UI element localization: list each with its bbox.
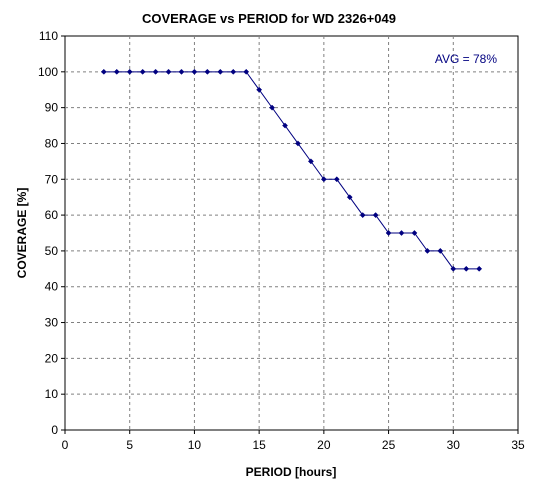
x-tick-label: 20 <box>317 438 331 452</box>
data-point-marker <box>165 68 172 75</box>
data-point-marker <box>139 68 146 75</box>
data-point-marker <box>126 68 133 75</box>
y-tick-label: 20 <box>45 351 59 365</box>
x-tick-label: 30 <box>447 438 461 452</box>
data-point-marker <box>411 230 418 236</box>
y-tick-label: 100 <box>38 65 58 79</box>
data-point-marker <box>282 122 288 129</box>
plot-area <box>64 35 519 431</box>
data-point-marker <box>476 265 483 272</box>
y-tick-label: 80 <box>45 136 59 150</box>
x-tick-label: 0 <box>62 438 69 452</box>
data-point-marker <box>450 265 457 272</box>
data-point-marker <box>463 265 470 272</box>
data-point-marker <box>372 212 379 219</box>
average-annotation: AVG = 78% <box>435 52 497 66</box>
data-point-marker <box>437 247 444 254</box>
x-tick-labels: 0 5 10 15 20 25 30 35 <box>62 438 525 452</box>
data-point-marker <box>424 247 431 254</box>
x-tick-label: 10 <box>188 438 202 452</box>
y-tick-label: 90 <box>45 101 59 115</box>
x-tick-label: 25 <box>382 438 396 452</box>
data-point-marker <box>230 68 237 75</box>
data-point-marker <box>217 68 224 75</box>
chart-title: COVERAGE vs PERIOD for WD 2326+049 <box>142 11 396 26</box>
y-axis-label: COVERAGE [%] <box>15 188 29 279</box>
y-tick-labels: 0 10 20 30 40 50 60 70 80 90 100 110 <box>38 29 58 437</box>
data-point-marker <box>320 176 327 183</box>
data-point-marker <box>256 86 263 93</box>
data-point-marker <box>204 68 211 75</box>
x-tick-label: 5 <box>126 438 133 452</box>
data-point-marker <box>359 212 366 219</box>
data-point-marker <box>269 104 276 111</box>
y-tick-label: 110 <box>39 29 58 43</box>
data-point-marker <box>113 68 120 75</box>
y-tick-label: 10 <box>45 387 59 401</box>
y-tick-label: 40 <box>45 280 59 294</box>
x-tick-label: 15 <box>252 438 266 452</box>
x-axis-label: PERIOD [hours] <box>246 465 337 479</box>
data-point-marker <box>152 68 159 75</box>
y-tick-label: 60 <box>45 208 59 222</box>
y-tick-label: 0 <box>51 423 58 437</box>
data-point-marker <box>100 68 107 75</box>
data-point-marker <box>385 230 392 236</box>
data-point-marker <box>346 194 353 201</box>
series-group <box>100 68 483 272</box>
y-tick-label: 70 <box>45 172 59 186</box>
y-tick-label: 50 <box>45 244 59 258</box>
y-tick-label: 30 <box>45 316 59 330</box>
data-point-marker <box>178 68 185 75</box>
data-point-marker <box>398 230 405 236</box>
data-point-marker <box>307 158 314 165</box>
data-point-marker <box>295 140 301 147</box>
data-point-marker <box>333 176 340 183</box>
x-tick-label: 35 <box>511 438 525 452</box>
data-point-marker <box>243 68 250 75</box>
data-point-marker <box>191 68 198 75</box>
axis-ticks <box>61 35 519 434</box>
